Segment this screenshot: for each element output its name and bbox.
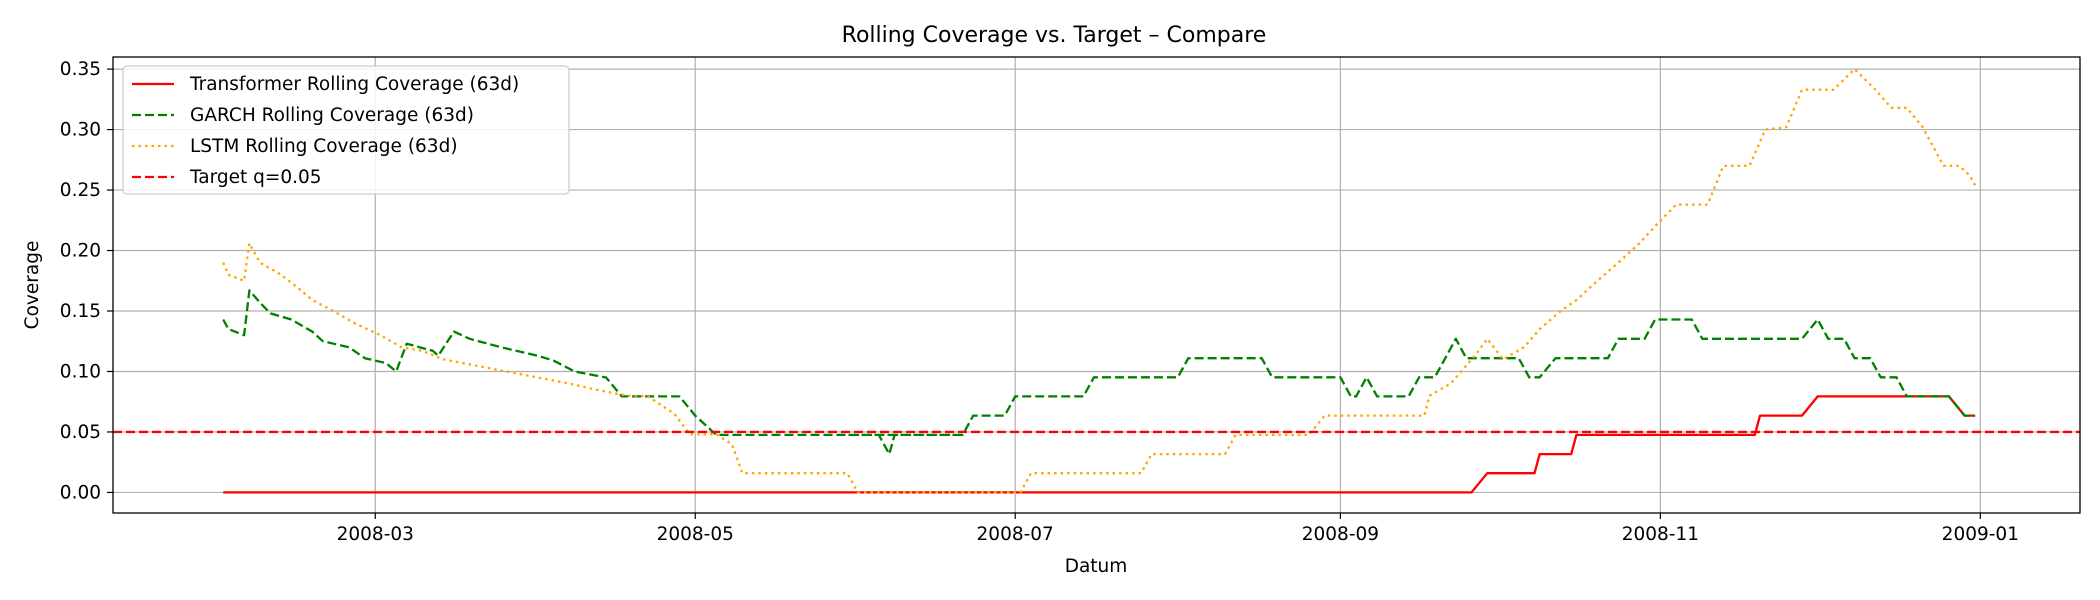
- chart-title: Rolling Coverage vs. Target – Compare: [842, 23, 1267, 48]
- y-tick-label: 0.00: [60, 482, 101, 503]
- legend-box: [122, 65, 570, 195]
- y-axis-label: Coverage: [22, 241, 43, 330]
- x-tick-label: 2008-11: [1622, 524, 1699, 545]
- legend-label-transformer: Transformer Rolling Coverage (63d): [189, 74, 519, 95]
- y-tick-label: 0.30: [60, 120, 101, 141]
- y-tick-label: 0.25: [60, 180, 101, 201]
- series-line-garch: [222, 289, 1976, 456]
- x-tick-label: 2008-03: [337, 524, 414, 545]
- x-tick-label: 2008-05: [657, 524, 734, 545]
- series-layer: [113, 67, 2080, 494]
- y-tick-label: 0.05: [60, 422, 101, 443]
- x-tick-label: 2008-09: [1302, 524, 1379, 545]
- series-line-transformer: [223, 395, 1976, 494]
- plot-frame: [112, 56, 2081, 514]
- y-tick-label: 0.35: [60, 59, 101, 80]
- x-axis-ticks: 2008-03 2008-05 2008-07 2008-09 2008-11 2009-…: [337, 513, 2019, 545]
- legend-label-garch: GARCH Rolling Coverage (63d): [190, 105, 474, 126]
- y-tick-label: 0.10: [60, 361, 101, 382]
- legend: Transformer Rolling Coverage (63d) GARCH …: [122, 65, 570, 195]
- series-line-lstm: [222, 67, 1977, 494]
- y-tick-label: 0.20: [60, 241, 101, 262]
- y-axis-ticks: 0.00 0.05 0.10 0.15 0.20 0.25 0.30 0.35: [60, 59, 113, 503]
- x-tick-label: 2009-01: [1942, 524, 2019, 545]
- legend-label-target: Target q=0.05: [189, 167, 322, 188]
- x-tick-label: 2008-07: [977, 524, 1054, 545]
- y-tick-label: 0.15: [60, 301, 101, 322]
- x-axis-label: Datum: [1065, 556, 1128, 577]
- legend-label-lstm: LSTM Rolling Coverage (63d): [190, 136, 458, 157]
